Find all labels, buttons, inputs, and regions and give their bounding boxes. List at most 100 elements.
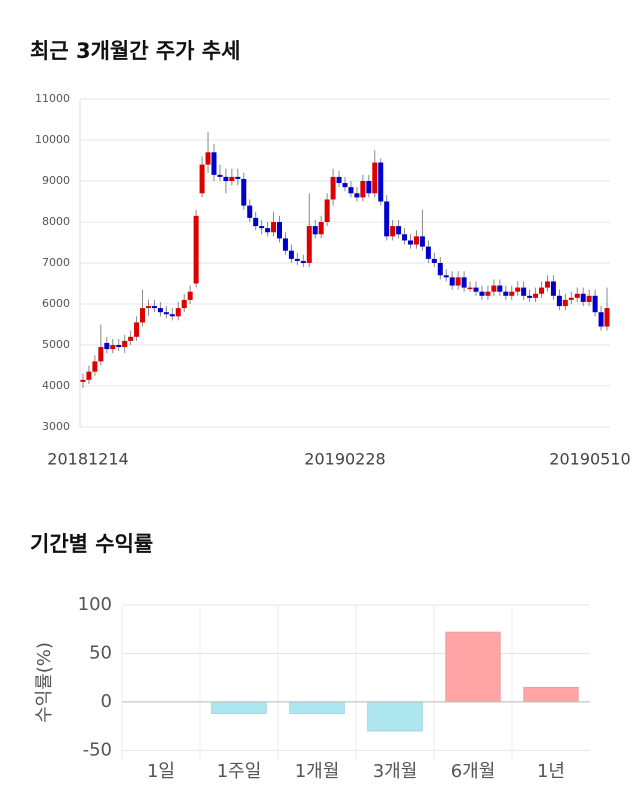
bar xyxy=(289,701,345,714)
candle-body xyxy=(241,178,247,206)
x-tick-label: 1년 xyxy=(537,761,565,782)
candle-body xyxy=(235,176,241,179)
candle-body xyxy=(288,250,294,259)
candle-body xyxy=(473,287,479,292)
candle-body xyxy=(360,181,366,198)
candle-body xyxy=(598,312,604,327)
candle-body xyxy=(402,234,408,241)
candle-body xyxy=(145,306,151,309)
y-tick-label: 100 xyxy=(78,594,112,615)
candle-body xyxy=(211,152,217,175)
chart-title: 최근 3개월간 주가 추세 xyxy=(30,39,240,63)
candle-body xyxy=(550,281,556,296)
candle-body xyxy=(193,215,199,284)
candle-body xyxy=(175,308,181,317)
candle-body xyxy=(443,275,449,278)
candle-body xyxy=(437,263,443,276)
candle-body xyxy=(151,306,157,309)
y-tick-label: 5000 xyxy=(42,338,70,351)
candle-body xyxy=(354,193,360,198)
candle-body xyxy=(372,162,378,194)
x-tick-label: 3개월 xyxy=(373,761,418,782)
candle-body xyxy=(282,238,288,251)
candle-body xyxy=(134,322,140,337)
candle-body xyxy=(533,293,539,298)
candle-body xyxy=(247,205,253,218)
candle-body xyxy=(181,299,187,309)
x-tick-label: 6개월 xyxy=(451,761,496,782)
candle-body xyxy=(110,345,116,350)
candle-body xyxy=(122,340,128,348)
candle-body xyxy=(521,287,527,296)
candle-body xyxy=(86,371,92,380)
candle-body xyxy=(116,345,122,348)
candle-body xyxy=(467,287,473,290)
candle-body xyxy=(276,222,282,239)
candle-body xyxy=(140,308,146,323)
y-tick-label: 0 xyxy=(101,691,112,712)
candle-body xyxy=(604,308,610,327)
bar xyxy=(445,631,501,703)
candle-body xyxy=(199,164,205,194)
candle-body xyxy=(384,201,390,237)
y-tick-label: 3000 xyxy=(42,420,70,433)
candle-body xyxy=(449,277,455,286)
candle-body xyxy=(318,222,324,235)
candle-body xyxy=(574,293,580,298)
x-tick-label: 1일 xyxy=(147,761,175,782)
candle-body xyxy=(336,176,342,184)
x-tick-label: 20190510 xyxy=(549,450,630,469)
candle-body xyxy=(479,291,485,296)
candle-body xyxy=(348,187,354,194)
y-tick-label: 8000 xyxy=(42,215,70,228)
y-axis-label: 수익률(%) xyxy=(34,642,55,723)
y-tick-label: 7000 xyxy=(42,256,70,269)
x-tick-label: 1주일 xyxy=(217,761,262,782)
candle-body xyxy=(556,295,562,307)
y-tick-label: 50 xyxy=(89,642,112,663)
candle-body xyxy=(342,183,348,188)
x-tick-label: 1개월 xyxy=(295,761,340,782)
candle-body xyxy=(586,295,592,302)
bar xyxy=(211,701,267,714)
y-tick-label: 6000 xyxy=(42,297,70,310)
candle-body xyxy=(515,287,521,292)
candle-body xyxy=(92,361,98,372)
candle-body xyxy=(330,176,336,200)
candle-body xyxy=(163,312,169,315)
candle-body xyxy=(413,236,419,245)
y-tick-label: -50 xyxy=(83,739,112,760)
y-tick-label: 9000 xyxy=(42,174,70,187)
candle-body xyxy=(265,228,271,233)
candle-body xyxy=(396,226,402,235)
bar xyxy=(367,701,423,732)
candle-body xyxy=(562,299,568,307)
candle-body xyxy=(568,297,574,300)
candle-body xyxy=(217,174,223,177)
candle-body xyxy=(169,314,175,317)
candle-body xyxy=(187,291,193,300)
candle-body xyxy=(461,277,467,288)
candle-body xyxy=(390,226,396,237)
y-tick-label: 10000 xyxy=(35,133,70,146)
candle-body xyxy=(300,260,306,263)
candle-body xyxy=(509,291,515,296)
candle-body xyxy=(485,291,491,296)
candle-body xyxy=(271,222,277,233)
bar xyxy=(523,686,579,703)
candle-body xyxy=(128,336,134,341)
candle-body xyxy=(425,246,431,259)
candle-body xyxy=(539,287,545,294)
candle-body xyxy=(503,291,509,296)
candle-body xyxy=(205,152,211,165)
candle-body xyxy=(592,295,598,313)
y-tick-label: 4000 xyxy=(42,379,70,392)
candle-body xyxy=(294,258,300,261)
candle-body xyxy=(491,285,497,292)
candle-body xyxy=(408,240,414,245)
candle-body xyxy=(431,258,437,263)
candle-body xyxy=(419,236,425,247)
candle-body xyxy=(259,226,265,229)
candle-body xyxy=(223,176,229,181)
